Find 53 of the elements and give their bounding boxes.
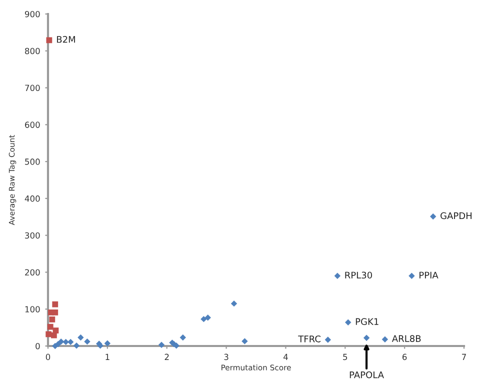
point [230,300,238,307]
x-tick-label: 6 [402,354,407,360]
point [180,334,186,341]
point [84,338,90,345]
point [49,316,56,322]
point [48,309,54,316]
y-tick-label: 300 [25,232,40,239]
y-tick-label: 100 [25,306,40,312]
point [73,342,80,349]
point [334,272,341,280]
annotation: B2M [57,36,75,43]
y-tick-label: 400 [24,195,40,202]
point [58,338,64,345]
point [204,314,211,321]
x-tick-label: 3 [224,354,228,360]
y-tick-label: 600 [25,122,40,128]
y-tick-label: 900 [24,10,40,18]
point [363,334,370,341]
x-tick-label: 7 [462,354,466,360]
annotation: GAPDH [440,212,472,220]
x-tick-label: 5 [343,354,348,360]
point [104,340,111,347]
x-tick-label: 1 [106,354,110,360]
annotation: PGK1 [356,318,378,326]
point [50,332,57,338]
x-tick-label: 2 [164,354,169,360]
point [430,213,436,220]
point [62,338,69,346]
annotation: PAPOLA [350,371,384,378]
point [324,336,332,343]
point [46,331,52,338]
annotation: ARL8B [392,335,421,342]
point [408,272,415,280]
annotation: RPL30 [345,272,372,279]
annotation: PPIA [420,272,438,278]
x-tick-label: 4 [283,354,288,360]
point [52,301,58,308]
y-tick-label: 800 [25,48,40,54]
point [78,334,84,341]
point [345,319,352,326]
y-tick-label: 200 [25,269,40,276]
point [67,338,74,346]
x-tick-label: 0 [46,354,50,360]
y-tick-label: 500 [25,158,40,165]
point [242,338,248,344]
point [47,324,54,330]
point [158,342,165,348]
annotation: TFRC [298,336,320,342]
point [200,316,207,322]
y-tick-label: 700 [25,84,40,92]
point [382,336,388,342]
point [46,37,52,44]
y-tick-label: 0 [36,342,40,350]
